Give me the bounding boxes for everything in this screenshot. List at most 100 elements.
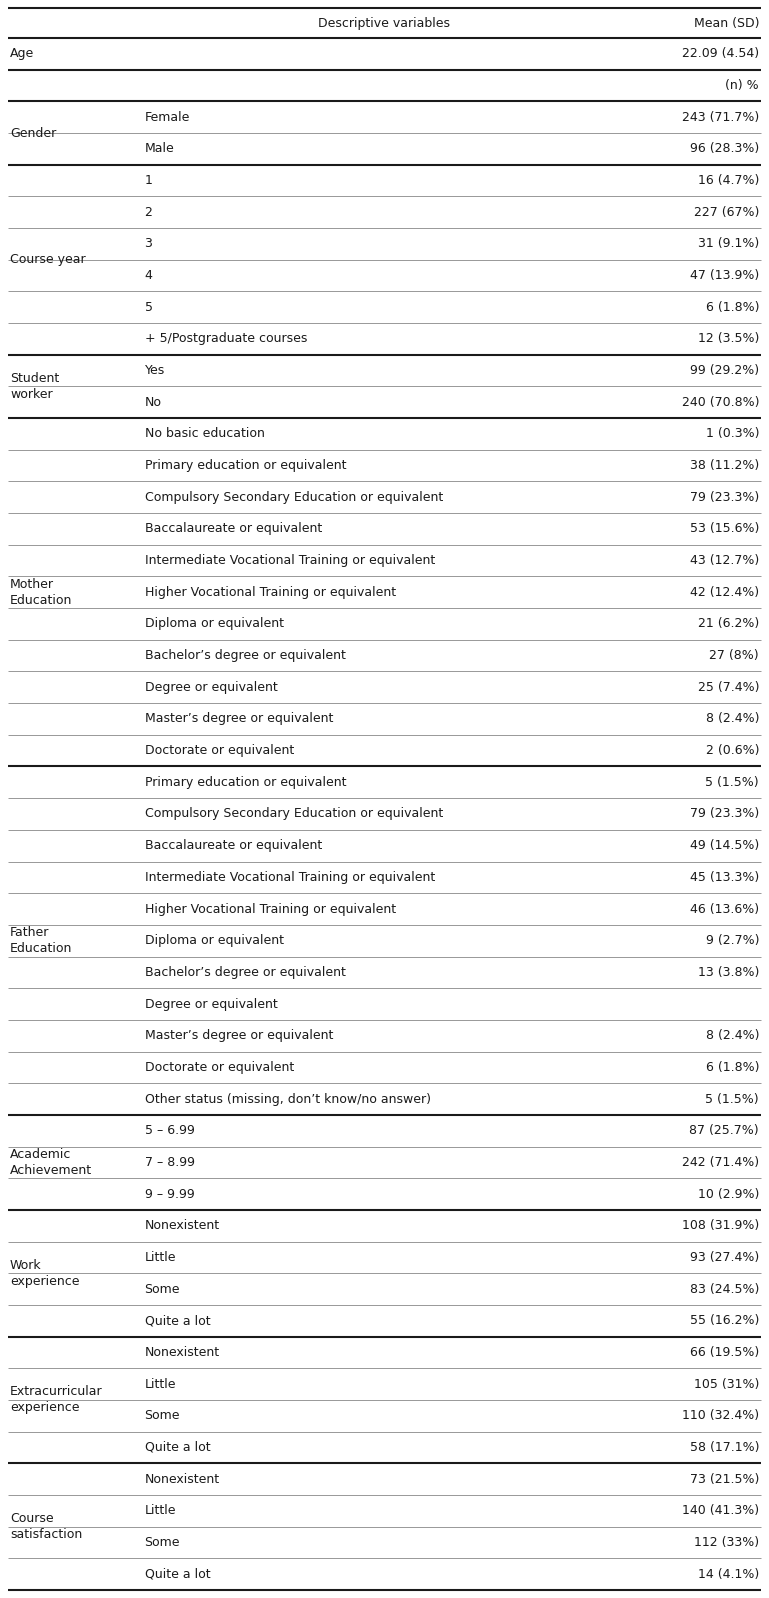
Text: 105 (31%): 105 (31%) — [694, 1377, 759, 1390]
Text: Student
worker: Student worker — [10, 372, 59, 401]
Text: 47 (13.9%): 47 (13.9%) — [690, 268, 759, 283]
Text: 8 (2.4%): 8 (2.4%) — [705, 1029, 759, 1042]
Text: Nonexistent: Nonexistent — [145, 1473, 220, 1486]
Text: Intermediate Vocational Training or equivalent: Intermediate Vocational Training or equi… — [145, 871, 434, 884]
Text: No basic education: No basic education — [145, 427, 265, 441]
Text: Course
satisfaction: Course satisfaction — [10, 1512, 82, 1540]
Text: Gender: Gender — [10, 126, 56, 139]
Text: Doctorate or equivalent: Doctorate or equivalent — [145, 1061, 294, 1074]
Text: 10 (2.9%): 10 (2.9%) — [697, 1187, 759, 1200]
Text: 8 (2.4%): 8 (2.4%) — [705, 713, 759, 725]
Text: Compulsory Secondary Education or equivalent: Compulsory Secondary Education or equiva… — [145, 807, 443, 820]
Text: 49 (14.5%): 49 (14.5%) — [690, 839, 759, 852]
Text: Female: Female — [145, 110, 190, 123]
Text: 108 (31.9%): 108 (31.9%) — [682, 1219, 759, 1232]
Text: 6 (1.8%): 6 (1.8%) — [705, 300, 759, 313]
Text: Primary education or equivalent: Primary education or equivalent — [145, 775, 346, 789]
Text: Primary education or equivalent: Primary education or equivalent — [145, 459, 346, 471]
Text: Extracurricular
experience: Extracurricular experience — [10, 1385, 102, 1414]
Text: (n) %: (n) % — [725, 78, 759, 93]
Text: Master’s degree or equivalent: Master’s degree or equivalent — [145, 1029, 333, 1042]
Text: Descriptive variables: Descriptive variables — [318, 16, 451, 29]
Text: Work
experience: Work experience — [10, 1259, 79, 1288]
Text: 7 – 8.99: 7 – 8.99 — [145, 1155, 195, 1168]
Text: Yes: Yes — [145, 364, 165, 377]
Text: 14 (4.1%): 14 (4.1%) — [697, 1568, 759, 1580]
Text: 53 (15.6%): 53 (15.6%) — [690, 523, 759, 535]
Text: Nonexistent: Nonexistent — [145, 1219, 220, 1232]
Text: 38 (11.2%): 38 (11.2%) — [690, 459, 759, 471]
Text: 31 (9.1%): 31 (9.1%) — [697, 238, 759, 251]
Text: Father
Education: Father Education — [10, 927, 72, 956]
Text: 12 (3.5%): 12 (3.5%) — [697, 332, 759, 345]
Text: 99 (29.2%): 99 (29.2%) — [690, 364, 759, 377]
Text: 79 (23.3%): 79 (23.3%) — [690, 807, 759, 820]
Text: Little: Little — [145, 1377, 176, 1390]
Text: 240 (70.8%): 240 (70.8%) — [681, 396, 759, 409]
Text: 4: 4 — [145, 268, 152, 283]
Text: 1 (0.3%): 1 (0.3%) — [705, 427, 759, 441]
Text: Degree or equivalent: Degree or equivalent — [145, 681, 278, 694]
Text: 140 (41.3%): 140 (41.3%) — [682, 1504, 759, 1518]
Text: 13 (3.8%): 13 (3.8%) — [697, 965, 759, 980]
Text: Doctorate or equivalent: Doctorate or equivalent — [145, 745, 294, 757]
Text: Some: Some — [145, 1283, 180, 1296]
Text: 46 (13.6%): 46 (13.6%) — [690, 903, 759, 916]
Text: 25 (7.4%): 25 (7.4%) — [697, 681, 759, 694]
Text: 79 (23.3%): 79 (23.3%) — [690, 491, 759, 503]
Text: Mother
Education: Mother Education — [10, 578, 72, 607]
Text: 112 (33%): 112 (33%) — [694, 1536, 759, 1548]
Text: 5 – 6.99: 5 – 6.99 — [145, 1125, 195, 1138]
Text: 243 (71.7%): 243 (71.7%) — [682, 110, 759, 123]
Text: 242 (71.4%): 242 (71.4%) — [682, 1155, 759, 1168]
Text: Little: Little — [145, 1251, 176, 1264]
Text: 5 (1.5%): 5 (1.5%) — [705, 775, 759, 789]
Text: 45 (13.3%): 45 (13.3%) — [690, 871, 759, 884]
Text: Quite a lot: Quite a lot — [145, 1441, 210, 1454]
Text: Age: Age — [10, 48, 35, 61]
Text: 9 (2.7%): 9 (2.7%) — [705, 935, 759, 948]
Text: No: No — [145, 396, 161, 409]
Text: 96 (28.3%): 96 (28.3%) — [690, 142, 759, 155]
Text: Quite a lot: Quite a lot — [145, 1568, 210, 1580]
Text: Little: Little — [145, 1504, 176, 1518]
Text: 66 (19.5%): 66 (19.5%) — [690, 1346, 759, 1358]
Text: + 5/Postgraduate courses: + 5/Postgraduate courses — [145, 332, 307, 345]
Text: 58 (17.1%): 58 (17.1%) — [690, 1441, 759, 1454]
Text: 83 (24.5%): 83 (24.5%) — [690, 1283, 759, 1296]
Text: Intermediate Vocational Training or equivalent: Intermediate Vocational Training or equi… — [145, 555, 434, 567]
Text: 3: 3 — [145, 238, 152, 251]
Text: 6 (1.8%): 6 (1.8%) — [705, 1061, 759, 1074]
Text: Higher Vocational Training or equivalent: Higher Vocational Training or equivalent — [145, 586, 396, 599]
Text: Some: Some — [145, 1536, 180, 1548]
Text: Baccalaureate or equivalent: Baccalaureate or equivalent — [145, 523, 321, 535]
Text: 22.09 (4.54): 22.09 (4.54) — [682, 48, 759, 61]
Text: 5 (1.5%): 5 (1.5%) — [705, 1093, 759, 1106]
Text: Higher Vocational Training or equivalent: Higher Vocational Training or equivalent — [145, 903, 396, 916]
Text: Baccalaureate or equivalent: Baccalaureate or equivalent — [145, 839, 321, 852]
Text: Bachelor’s degree or equivalent: Bachelor’s degree or equivalent — [145, 649, 345, 662]
Text: Master’s degree or equivalent: Master’s degree or equivalent — [145, 713, 333, 725]
Text: Quite a lot: Quite a lot — [145, 1314, 210, 1328]
Text: 93 (27.4%): 93 (27.4%) — [690, 1251, 759, 1264]
Text: 42 (12.4%): 42 (12.4%) — [690, 586, 759, 599]
Text: Mean (SD): Mean (SD) — [694, 16, 759, 29]
Text: Academic
Achievement: Academic Achievement — [10, 1147, 92, 1176]
Text: 5: 5 — [145, 300, 152, 313]
Text: Some: Some — [145, 1409, 180, 1422]
Text: 27 (8%): 27 (8%) — [709, 649, 759, 662]
Text: 227 (67%): 227 (67%) — [694, 206, 759, 219]
Text: Course year: Course year — [10, 252, 85, 267]
Text: Diploma or equivalent: Diploma or equivalent — [145, 617, 284, 631]
Text: 2: 2 — [145, 206, 152, 219]
Text: 1: 1 — [145, 174, 152, 187]
Text: Nonexistent: Nonexistent — [145, 1346, 220, 1358]
Text: 87 (25.7%): 87 (25.7%) — [689, 1125, 759, 1138]
Text: 55 (16.2%): 55 (16.2%) — [690, 1314, 759, 1328]
Text: Other status (missing, don’t know/no answer): Other status (missing, don’t know/no ans… — [145, 1093, 431, 1106]
Text: 43 (12.7%): 43 (12.7%) — [690, 555, 759, 567]
Text: 16 (4.7%): 16 (4.7%) — [697, 174, 759, 187]
Text: 110 (32.4%): 110 (32.4%) — [682, 1409, 759, 1422]
Text: Male: Male — [145, 142, 175, 155]
Text: Bachelor’s degree or equivalent: Bachelor’s degree or equivalent — [145, 965, 345, 980]
